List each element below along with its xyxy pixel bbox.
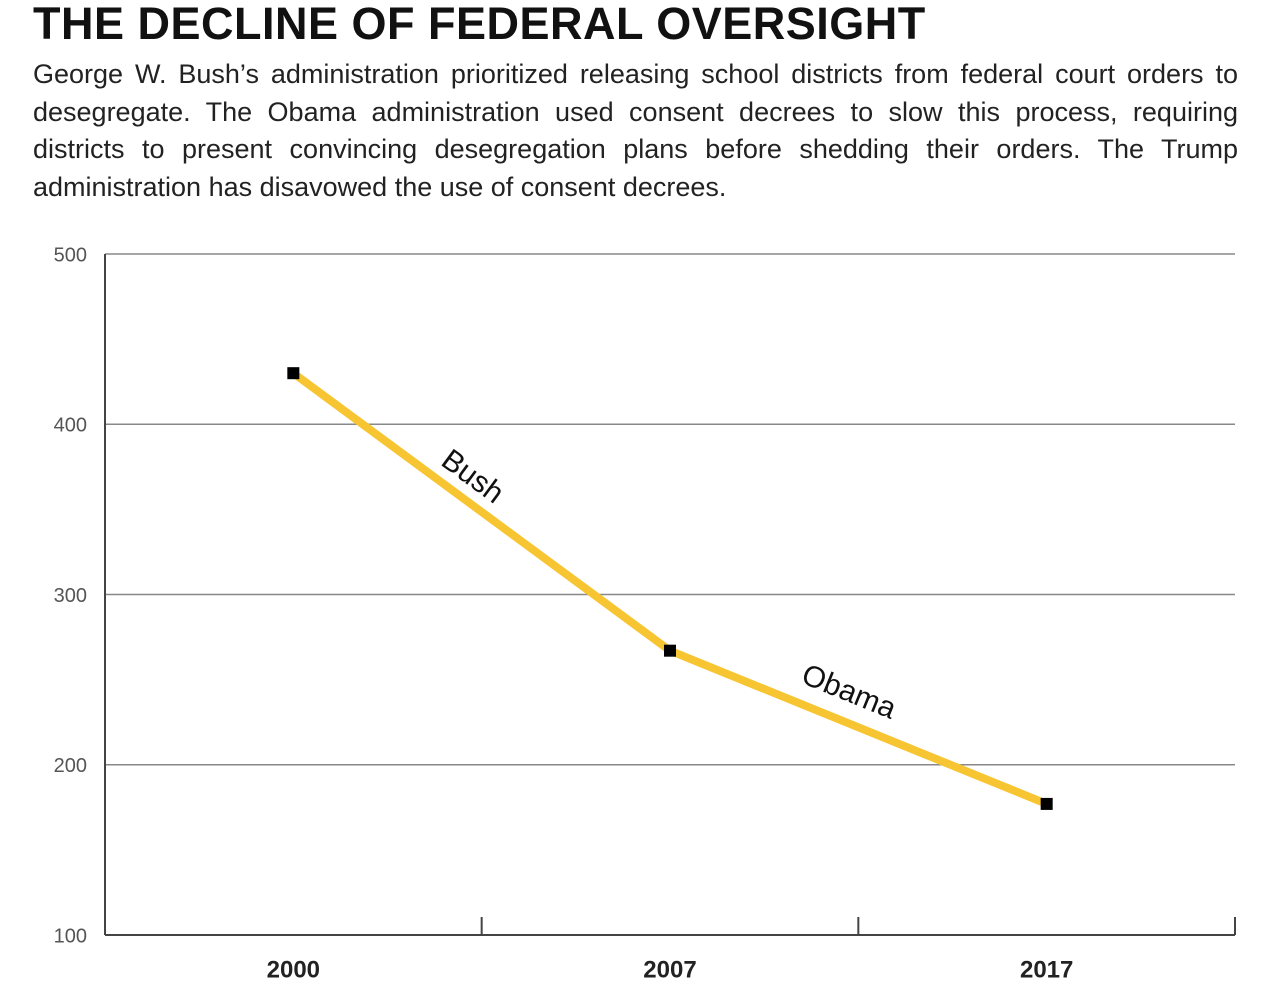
x-tick-label: 2007 [643,956,696,983]
y-tick-label: 100 [54,925,87,947]
chart-title: THE DECLINE OF FEDERAL OVERSIGHT [33,0,926,49]
marker [1040,797,1053,810]
x-tick-label: 2000 [267,956,320,983]
marker [664,644,676,657]
y-tick-label: 400 [54,415,87,437]
y-tick-label: 200 [54,755,87,777]
chart-subtitle: George W. Bush’s administration prioriti… [33,59,1238,202]
x-tick-label: 2017 [1020,956,1073,983]
y-tick-label: 300 [54,585,87,607]
y-tick-label: 500 [54,244,87,266]
marker [287,367,300,380]
annotation: Obama [797,658,901,726]
annotation: Bush [435,443,510,510]
line [290,369,1049,808]
